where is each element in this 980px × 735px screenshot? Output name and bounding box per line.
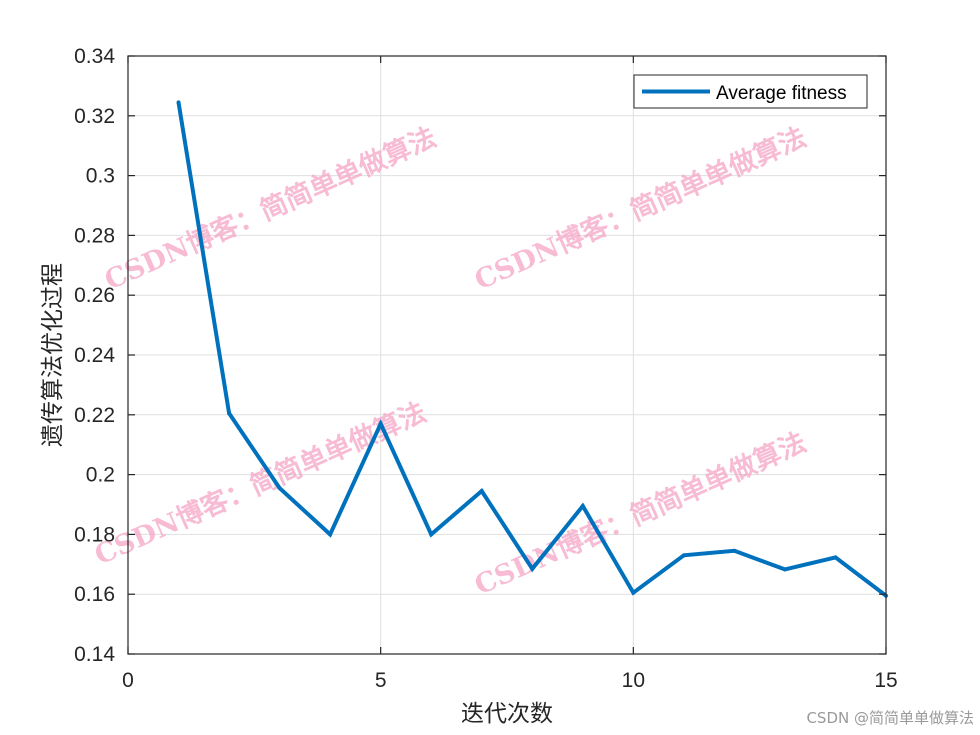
y-axis-title: 遗传算法优化过程 <box>40 263 66 447</box>
csdn-credit: CSDN @简简单单做算法 <box>806 709 974 727</box>
y-tick-label: 0.24 <box>74 344 115 367</box>
data-point <box>277 486 282 491</box>
series-layer <box>176 100 888 598</box>
data-point <box>580 503 585 508</box>
legend: Average fitness <box>633 74 868 109</box>
data-point <box>530 566 535 571</box>
y-tick-labels: 0.14 0.16 0.18 0.2 0.22 0.24 0.26 0.28 0.3 0.32 0.… <box>74 45 115 666</box>
plot-area: CSDN博客：简简单单做算法 CSDN博客：简简单单做算法CSDN博客：简简单单做… <box>74 45 898 692</box>
y-tick-label: 0.32 <box>74 105 115 128</box>
data-point <box>479 489 484 494</box>
y-tick-label: 0.14 <box>74 643 115 666</box>
y-tick-label: 0.2 <box>86 464 115 487</box>
y-tick-label: 0.28 <box>74 224 115 247</box>
tick-marks <box>127 55 887 655</box>
data-point <box>631 590 636 595</box>
y-tick-label: 0.18 <box>74 523 115 546</box>
data-point <box>176 100 181 105</box>
x-tick-label: 15 <box>874 669 897 692</box>
data-point <box>378 421 383 426</box>
data-point <box>732 548 737 553</box>
data-point <box>227 411 232 416</box>
y-tick-label: 0.26 <box>74 284 115 307</box>
data-point <box>328 532 333 537</box>
y-tick-label: 0.3 <box>86 165 115 188</box>
x-axis-title: 迭代次数 <box>461 701 553 727</box>
x-tick-label: 10 <box>622 669 645 692</box>
data-point <box>833 555 838 560</box>
y-tick-label: 0.16 <box>74 583 115 606</box>
y-tick-label: 0.34 <box>74 45 115 68</box>
x-tick-labels: 0 5 10 15 <box>122 669 898 692</box>
data-point <box>782 567 787 572</box>
legend-label-average-fitness: Average fitness <box>716 83 847 104</box>
data-point <box>681 553 686 558</box>
x-tick-label: 0 <box>122 669 134 692</box>
x-tick-label: 5 <box>375 669 387 692</box>
data-point <box>429 532 434 537</box>
y-tick-label: 0.22 <box>74 404 115 427</box>
